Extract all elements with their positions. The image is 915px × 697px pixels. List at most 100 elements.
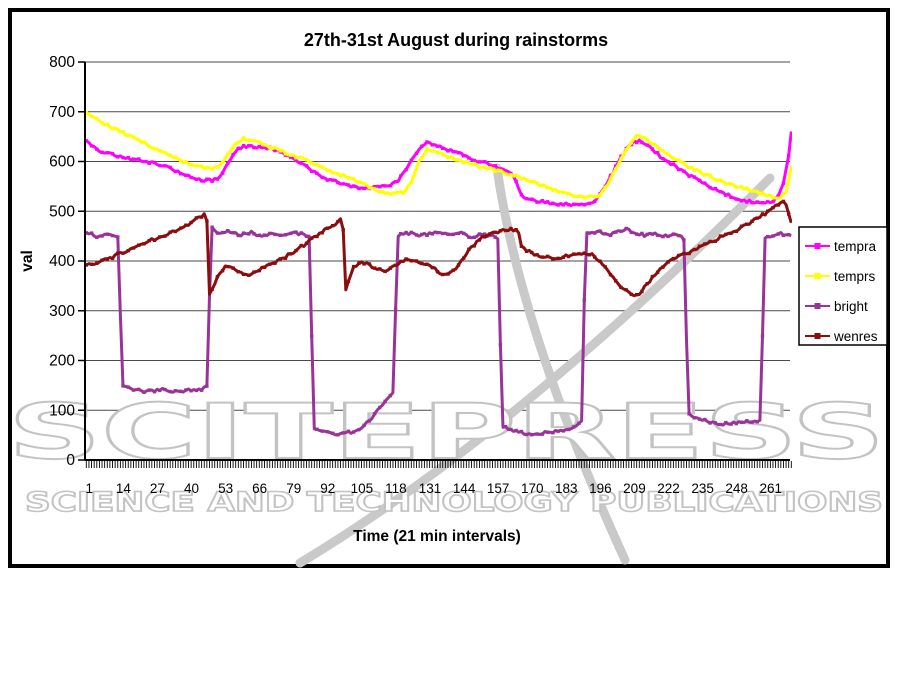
series-tempra-marker: [372, 185, 377, 189]
series-bright-marker: [199, 388, 204, 392]
series-temprs-marker: [283, 152, 288, 156]
series-tempra-marker: [299, 161, 303, 165]
series-temprs-marker: [215, 165, 220, 169]
series-wenres-marker: [420, 261, 424, 266]
series-bright-marker: [697, 417, 702, 421]
series-wenres-marker: [624, 288, 628, 292]
series-wenres-marker: [179, 226, 183, 230]
series-tempra-marker: [650, 147, 655, 151]
series-temprs-marker: [530, 179, 534, 184]
series-bright-marker: [760, 334, 765, 338]
series-temprs-marker: [247, 138, 251, 142]
series-temprs-marker: [310, 161, 314, 165]
series-tempra-marker: [524, 197, 529, 201]
series-tempra-marker: [215, 177, 220, 181]
series-bright-marker: [341, 431, 345, 435]
series-temprs-marker: [776, 196, 780, 201]
series-wenres-marker: [477, 238, 482, 242]
series-tempra-marker: [152, 160, 157, 165]
series-bright-marker: [273, 232, 277, 237]
series-bright-marker: [619, 229, 623, 233]
series-wenres-marker: [210, 287, 214, 291]
series-wenres-marker: [666, 260, 670, 264]
series-temprs-marker: [462, 160, 466, 165]
series-wenres-marker: [729, 231, 733, 235]
series-tempra-marker: [787, 154, 791, 158]
legend-swatches: [805, 243, 830, 339]
series-temprs-marker: [661, 149, 665, 153]
series-bright-marker: [100, 234, 104, 238]
series-temprs-marker: [577, 194, 581, 198]
series-tempra-marker: [441, 146, 445, 150]
series-temprs-marker: [519, 177, 524, 181]
series-tempra-marker: [614, 164, 618, 168]
series-wenres-marker: [147, 239, 151, 243]
series-temprs-marker: [289, 153, 293, 157]
series-bright-marker: [603, 232, 607, 236]
x-tick-label: 196: [589, 481, 612, 496]
series-temprs-marker: [425, 146, 429, 150]
series-bright-marker: [514, 428, 518, 433]
series-wenres-marker: [131, 246, 136, 250]
series-temprs-marker: [561, 190, 565, 194]
series-wenres-marker: [582, 251, 586, 255]
series-wenres-marker: [441, 272, 445, 277]
series-bright-marker: [294, 230, 298, 234]
series-bright-marker: [231, 231, 235, 235]
series-tempra-marker: [451, 150, 455, 154]
series-temprs-marker: [645, 138, 649, 142]
series-tempra-marker: [540, 199, 544, 203]
series-temprs-marker: [226, 152, 230, 156]
series-wenres-marker: [121, 251, 125, 255]
series-tempra-marker: [666, 159, 670, 164]
series-temprs-marker: [163, 150, 167, 155]
y-tick-label: 400: [49, 253, 75, 270]
series-temprs-marker: [488, 166, 492, 170]
series-wenres-marker: [199, 215, 204, 219]
series-bright-marker: [278, 233, 282, 237]
series-wenres-marker: [137, 243, 141, 247]
series-bright-marker: [540, 432, 544, 436]
series-wenres-marker: [530, 250, 534, 255]
series-bright-marker: [116, 235, 120, 239]
series-bright-marker: [158, 388, 162, 393]
series-wenres-marker: [325, 226, 330, 230]
series-temprs-marker: [294, 156, 298, 160]
series-bright-marker: [776, 232, 780, 236]
series-bright-marker: [640, 231, 644, 236]
series-bright-marker: [173, 389, 178, 393]
legend-label-bright: bright: [834, 299, 868, 314]
series-temprs-marker: [697, 169, 702, 173]
series-wenres-marker: [760, 212, 765, 216]
series-temprs-marker: [331, 171, 335, 175]
x-tick-label: 183: [555, 481, 578, 496]
legend-swatch-marker: [814, 333, 821, 339]
series-tempra-marker: [142, 159, 146, 164]
series-bright-marker: [420, 232, 424, 237]
series-bright-marker: [572, 425, 576, 429]
series-tempra-marker: [734, 197, 738, 201]
x-tick-label: 157: [487, 481, 510, 496]
series-bright-marker: [336, 433, 340, 437]
series-bright-marker: [462, 231, 466, 236]
series-tempra-marker: [488, 163, 492, 167]
series-tempra-marker: [493, 164, 497, 168]
series-layer: [84, 110, 792, 437]
series-tempra-marker: [435, 144, 440, 148]
series-temprs-marker: [614, 167, 618, 171]
series-bright-marker: [414, 233, 419, 237]
series-temprs-marker: [713, 178, 717, 182]
series-tempra-marker: [126, 156, 130, 160]
series-temprs-marker: [629, 140, 634, 145]
series-wenres-marker: [320, 231, 324, 235]
series-temprs-marker: [116, 127, 120, 132]
series-wenres-marker: [116, 251, 120, 255]
series-temprs-marker: [231, 145, 235, 149]
series-wenres-marker: [608, 272, 613, 277]
series-bright-marker: [477, 232, 482, 236]
series-tempra-marker: [241, 143, 246, 148]
series-temprs-marker: [367, 186, 372, 190]
series-bright-marker: [483, 232, 487, 236]
series-temprs-marker: [100, 121, 104, 125]
series-bright-marker: [472, 235, 476, 239]
